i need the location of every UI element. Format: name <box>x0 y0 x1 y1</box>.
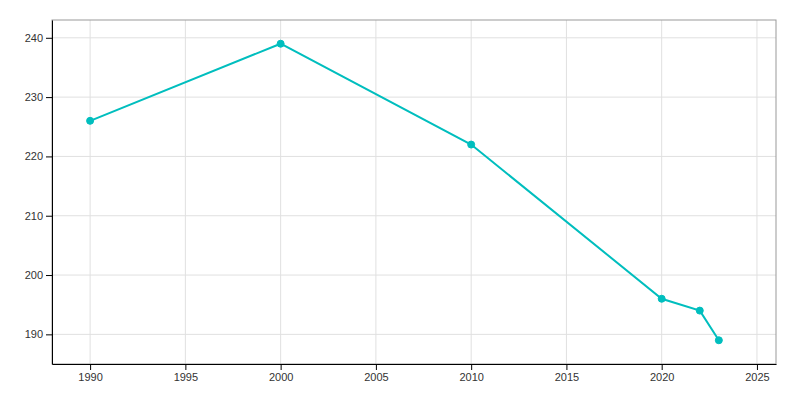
x-axis-tick-mark <box>185 364 186 370</box>
point <box>87 117 94 124</box>
y-axis-tick: 210 <box>25 210 52 222</box>
point <box>696 307 703 314</box>
x-axis-tick-mark <box>90 364 91 370</box>
y-axis-tick-label: 220 <box>25 150 43 162</box>
y-axis-tick-label: 200 <box>25 269 43 281</box>
y-axis-tick-label: 240 <box>25 32 43 44</box>
grid-line-x <box>280 20 281 364</box>
grid-line-x <box>566 20 567 364</box>
marks <box>87 40 723 344</box>
x-axis-tick-label: 2025 <box>745 371 769 383</box>
plot-area: 1990 1995 2000 2005 2010 2015 2020 2025 190 200 21… <box>25 20 777 383</box>
chart-container: 1990 1995 2000 2005 2010 2015 2020 2025 190 200 21… <box>0 0 800 400</box>
grid-line-x <box>185 20 186 364</box>
x-axis: 1990 1995 2000 2005 2010 2015 2020 2025 <box>53 364 777 383</box>
x-axis-tick-label: 1990 <box>78 371 102 383</box>
x-axis-tick-mark <box>281 364 282 370</box>
y-axis-tick-label: 210 <box>25 210 43 222</box>
plot-frame <box>52 20 776 364</box>
grid-line-y <box>52 97 776 98</box>
x-axis-tick-label: 1995 <box>174 371 198 383</box>
x-axis-tick: 2015 <box>555 364 579 383</box>
y-axis-tick: 220 <box>25 150 52 162</box>
y-axis-tick: 240 <box>25 32 52 44</box>
point <box>715 337 722 344</box>
x-axis-tick-label: 2000 <box>269 371 293 383</box>
x-axis-tick: 2025 <box>745 364 769 383</box>
y-axis-domain <box>52 21 53 365</box>
grid-line-y <box>52 215 776 216</box>
x-axis-tick-label: 2015 <box>555 371 579 383</box>
y-axis-tick: 190 <box>25 328 52 340</box>
grid-line-y <box>52 156 776 157</box>
y-axis: 190 200 210 220 230 240 <box>25 21 53 365</box>
y-axis-tick-label: 230 <box>25 91 43 103</box>
grid-line-y <box>52 334 776 335</box>
x-axis-tick: 2000 <box>269 364 293 383</box>
grid-line-x <box>90 20 91 364</box>
x-axis-tick-mark <box>376 364 377 370</box>
x-axis-tick: 2010 <box>459 364 483 383</box>
grid-line-y <box>52 275 776 276</box>
x-axis-tick-label: 2020 <box>650 371 674 383</box>
grid-line-x <box>661 20 662 364</box>
y-axis-tick-mark <box>46 216 52 217</box>
point <box>468 141 475 148</box>
x-axis-tick-mark <box>471 364 472 370</box>
y-axis-tick: 230 <box>25 91 52 103</box>
x-axis-tick-mark <box>757 364 758 370</box>
y-axis-tick-mark <box>46 334 52 335</box>
y-axis-tick-label: 190 <box>25 328 43 340</box>
grid <box>52 20 776 364</box>
x-axis-tick-label: 2010 <box>459 371 483 383</box>
x-axis-tick-label: 2005 <box>364 371 388 383</box>
y-axis-tick-mark <box>46 275 52 276</box>
y-axis-tick: 200 <box>25 269 52 281</box>
grid-line-y <box>52 37 776 38</box>
grid-line-x <box>375 20 376 364</box>
x-axis-tick: 2020 <box>650 364 674 383</box>
y-axis-tick-mark <box>46 38 52 39</box>
line <box>90 44 719 341</box>
x-axis-tick: 1990 <box>78 364 102 383</box>
grid-line-x <box>756 20 757 364</box>
chart-svg: 1990 1995 2000 2005 2010 2015 2020 2025 190 200 21… <box>0 0 800 400</box>
x-axis-tick: 1995 <box>174 364 198 383</box>
point <box>277 40 284 47</box>
y-axis-tick-mark <box>46 156 52 157</box>
x-axis-tick-mark <box>662 364 663 370</box>
y-axis-tick-mark <box>46 97 52 98</box>
x-axis-tick: 2005 <box>364 364 388 383</box>
x-axis-tick-mark <box>566 364 567 370</box>
x-axis-domain <box>53 364 777 365</box>
point <box>658 295 665 302</box>
grid-line-x <box>471 20 472 364</box>
